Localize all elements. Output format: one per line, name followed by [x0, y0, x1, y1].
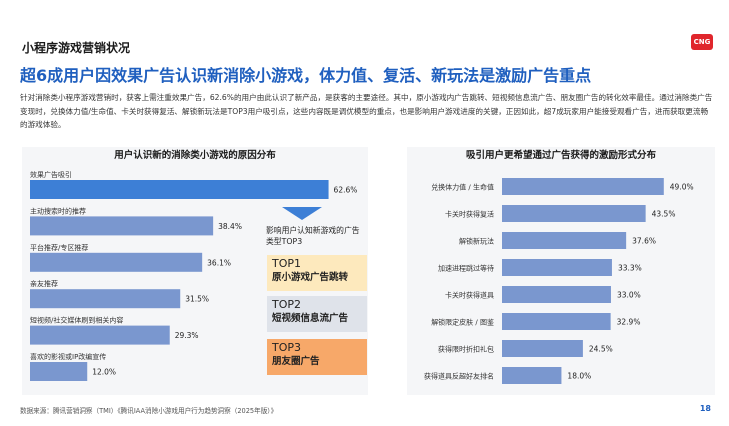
right-bar	[502, 286, 611, 303]
left-bar-value-label: 36.1%	[207, 258, 231, 267]
top3-text: 朋友圈广告	[272, 356, 320, 367]
left-bar-value-label: 38.4%	[218, 222, 242, 231]
left-bar-category-label: 平台推荐/专区推荐	[30, 243, 88, 252]
right-bar-value-label: 32.9%	[617, 318, 641, 327]
left-bar-value-label: 29.3%	[175, 331, 199, 340]
right-bar	[502, 232, 627, 249]
left-bar	[30, 325, 170, 345]
top1-box: TOP1 原小游戏广告跳转	[267, 255, 367, 291]
brand-logo: CNG	[691, 34, 713, 50]
right-bar-value-label: 33.0%	[617, 291, 641, 300]
right-bar-category-label: 解锁限定皮肤 / 图鉴	[431, 318, 494, 327]
right-bar	[502, 313, 611, 330]
left-bar-category-label: 主动搜索时的推荐	[30, 206, 86, 215]
right-bar-category-label: 加速进程跳过等待	[438, 264, 494, 273]
left-bar-value-label: 62.6%	[334, 186, 358, 195]
right-bar-category-label: 兑换体力值 / 生命值	[431, 183, 494, 192]
left-bar	[30, 289, 181, 309]
right-chart-title: 吸引用户更希望通过广告获得的激励形式分布	[466, 149, 657, 161]
left-bar-value-label: 31.5%	[185, 295, 209, 304]
right-bar-value-label: 18.0%	[567, 372, 591, 381]
right-bar-value-label: 49.0%	[670, 183, 694, 192]
top3-rank: TOP3	[272, 341, 302, 354]
left-bar	[30, 362, 88, 381]
right-bar-category-label: 解锁新玩法	[459, 237, 494, 246]
left-bar-value-label: 12.0%	[92, 368, 116, 377]
right-bar	[502, 205, 646, 222]
left-bar	[30, 216, 214, 236]
right-bar-category-label: 获得限时折扣礼包	[438, 345, 494, 354]
left-bar-category-label: 喜欢的影视或IP改编宣传	[30, 352, 106, 361]
right-bar	[502, 340, 583, 357]
callout-pointer-icon	[282, 207, 322, 220]
left-bar-category-label: 短视频/社交媒体刷到相关内容	[30, 316, 123, 325]
intro-paragraph: 针对消除类小程序游戏营销时，获客上需注重效果广告，62.6%的用户由此认识了新产…	[20, 93, 713, 130]
right-bar-value-label: 37.6%	[632, 237, 656, 246]
source-note: 数据来源：腾讯营销洞察（TMI）《腾讯IAA消除小游戏用户行为趋势洞察（2025…	[20, 407, 278, 415]
section-label: 小程序游戏营销状况	[22, 41, 131, 55]
top1-rank: TOP1	[272, 257, 302, 270]
top2-text: 短视频信息流广告	[272, 313, 349, 324]
callout-label: 影响用户认知新游戏的广告类型TOP3	[266, 226, 360, 246]
left-bar	[30, 180, 329, 199]
page-headline: 超6成用户因效果广告认识新消除小游戏，体力值、复活、新玩法是激励广告重点	[20, 66, 592, 85]
top1-text: 原小游戏广告跳转	[272, 272, 349, 283]
top2-rank: TOP2	[272, 298, 302, 311]
top3-box: TOP3 朋友圈广告	[267, 339, 367, 375]
right-bar	[502, 178, 664, 195]
page-number: 18	[699, 404, 711, 413]
right-bar-category-label: 获得道具反超好友排名	[424, 372, 494, 381]
right-bar-value-label: 24.5%	[589, 345, 613, 354]
right-bar-category-label: 卡关时获得复活	[445, 210, 494, 219]
left-bar-category-label: 亲友推荐	[30, 279, 58, 288]
left-bar-category-label: 效果广告吸引	[30, 170, 72, 179]
right-bar	[502, 367, 562, 384]
top2-box: TOP2 短视频信息流广告	[267, 296, 367, 332]
right-bar-value-label: 43.5%	[652, 210, 676, 219]
right-bar	[502, 259, 612, 276]
left-chart-title: 用户认识新的消除类小游戏的原因分布	[113, 149, 276, 161]
left-bar	[30, 252, 203, 272]
right-bar-value-label: 33.3%	[618, 264, 642, 273]
right-bar-category-label: 卡关时获得道具	[445, 291, 494, 300]
